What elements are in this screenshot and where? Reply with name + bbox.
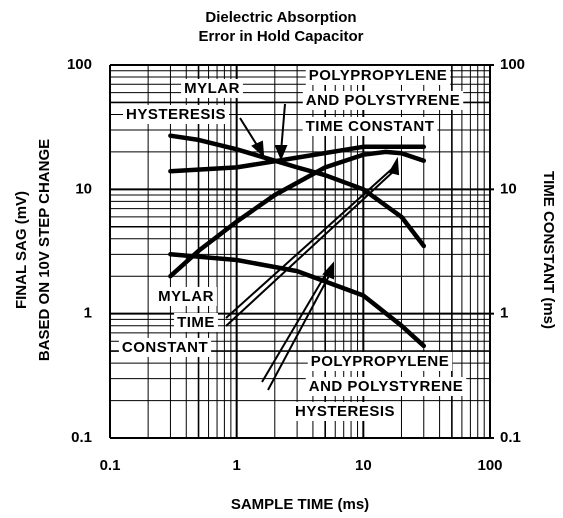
arrow [267,273,331,391]
annotation: TIME [177,314,215,331]
annotation-bg [302,90,464,110]
x-tick-label: 0.1 [100,457,121,474]
annotation: MYLAR [184,80,240,97]
x-tick-label: 1 [232,457,240,474]
arrowhead [251,140,265,158]
annotation-bg [122,104,230,124]
annotation-bg [305,65,451,85]
annotation-bg [118,337,212,357]
arrowhead [322,261,334,280]
x-tick-label: 10 [355,457,372,474]
arrowhead [388,156,400,176]
curve [168,252,427,349]
annotation-bg [307,351,453,371]
curve [168,133,427,249]
y2-axis-label: TIME CONSTANT (ms) [540,171,557,329]
y-axis-label: BASED ON 10V STEP CHANGE [36,139,53,361]
y2-tick-label: 1 [500,305,508,322]
arrow [261,271,328,383]
annotation: HYSTERESIS [126,106,226,123]
annotation-bg [155,286,217,306]
y-tick-label: 0.1 [71,429,92,446]
y2-tick-label: 0.1 [500,429,521,446]
arrows [225,103,400,391]
annotation: AND POLYSTYRENE [309,378,463,395]
y-tick-label: 10 [75,180,92,197]
y-tick-label: 1 [84,305,92,322]
annotation-bg [181,78,243,98]
annotations: MYLAR HYSTERESIS POLYPROPYLENE AND POLYSTYR… [118,65,467,421]
annotation: HYSTERESIS [295,403,395,420]
annotation: AND POLYSTYRENE [306,92,460,109]
curves [168,133,427,349]
y2-tick-label: 100 [500,56,525,73]
annotation-bg [302,116,438,136]
arrow [280,103,286,153]
y-tick-label: 100 [67,56,92,73]
y2-tick-label: 10 [500,180,517,197]
y-axis-label: FINAL SAG (mV) [13,191,30,309]
annotation-bg [291,401,399,421]
annotation: TIME CONSTANT [306,118,435,135]
annotation-bg [305,376,467,396]
arrow [225,169,396,327]
annotation: MYLAR [158,288,214,305]
curve [168,144,427,174]
x-tick-label: 100 [477,457,502,474]
x-axis-label: SAMPLE TIME (ms) [231,496,369,513]
annotation: POLYPROPYLENE [311,353,449,370]
chart-title: Dielectric Absorption [205,9,356,26]
arrowhead [274,145,288,161]
annotation: CONSTANT [122,339,208,356]
arrow [225,167,394,319]
chart-title: Error in Hold Capacitor [198,28,363,45]
annotation: POLYPROPYLENE [309,67,447,84]
annotation-bg [174,312,218,332]
curve [168,149,427,279]
